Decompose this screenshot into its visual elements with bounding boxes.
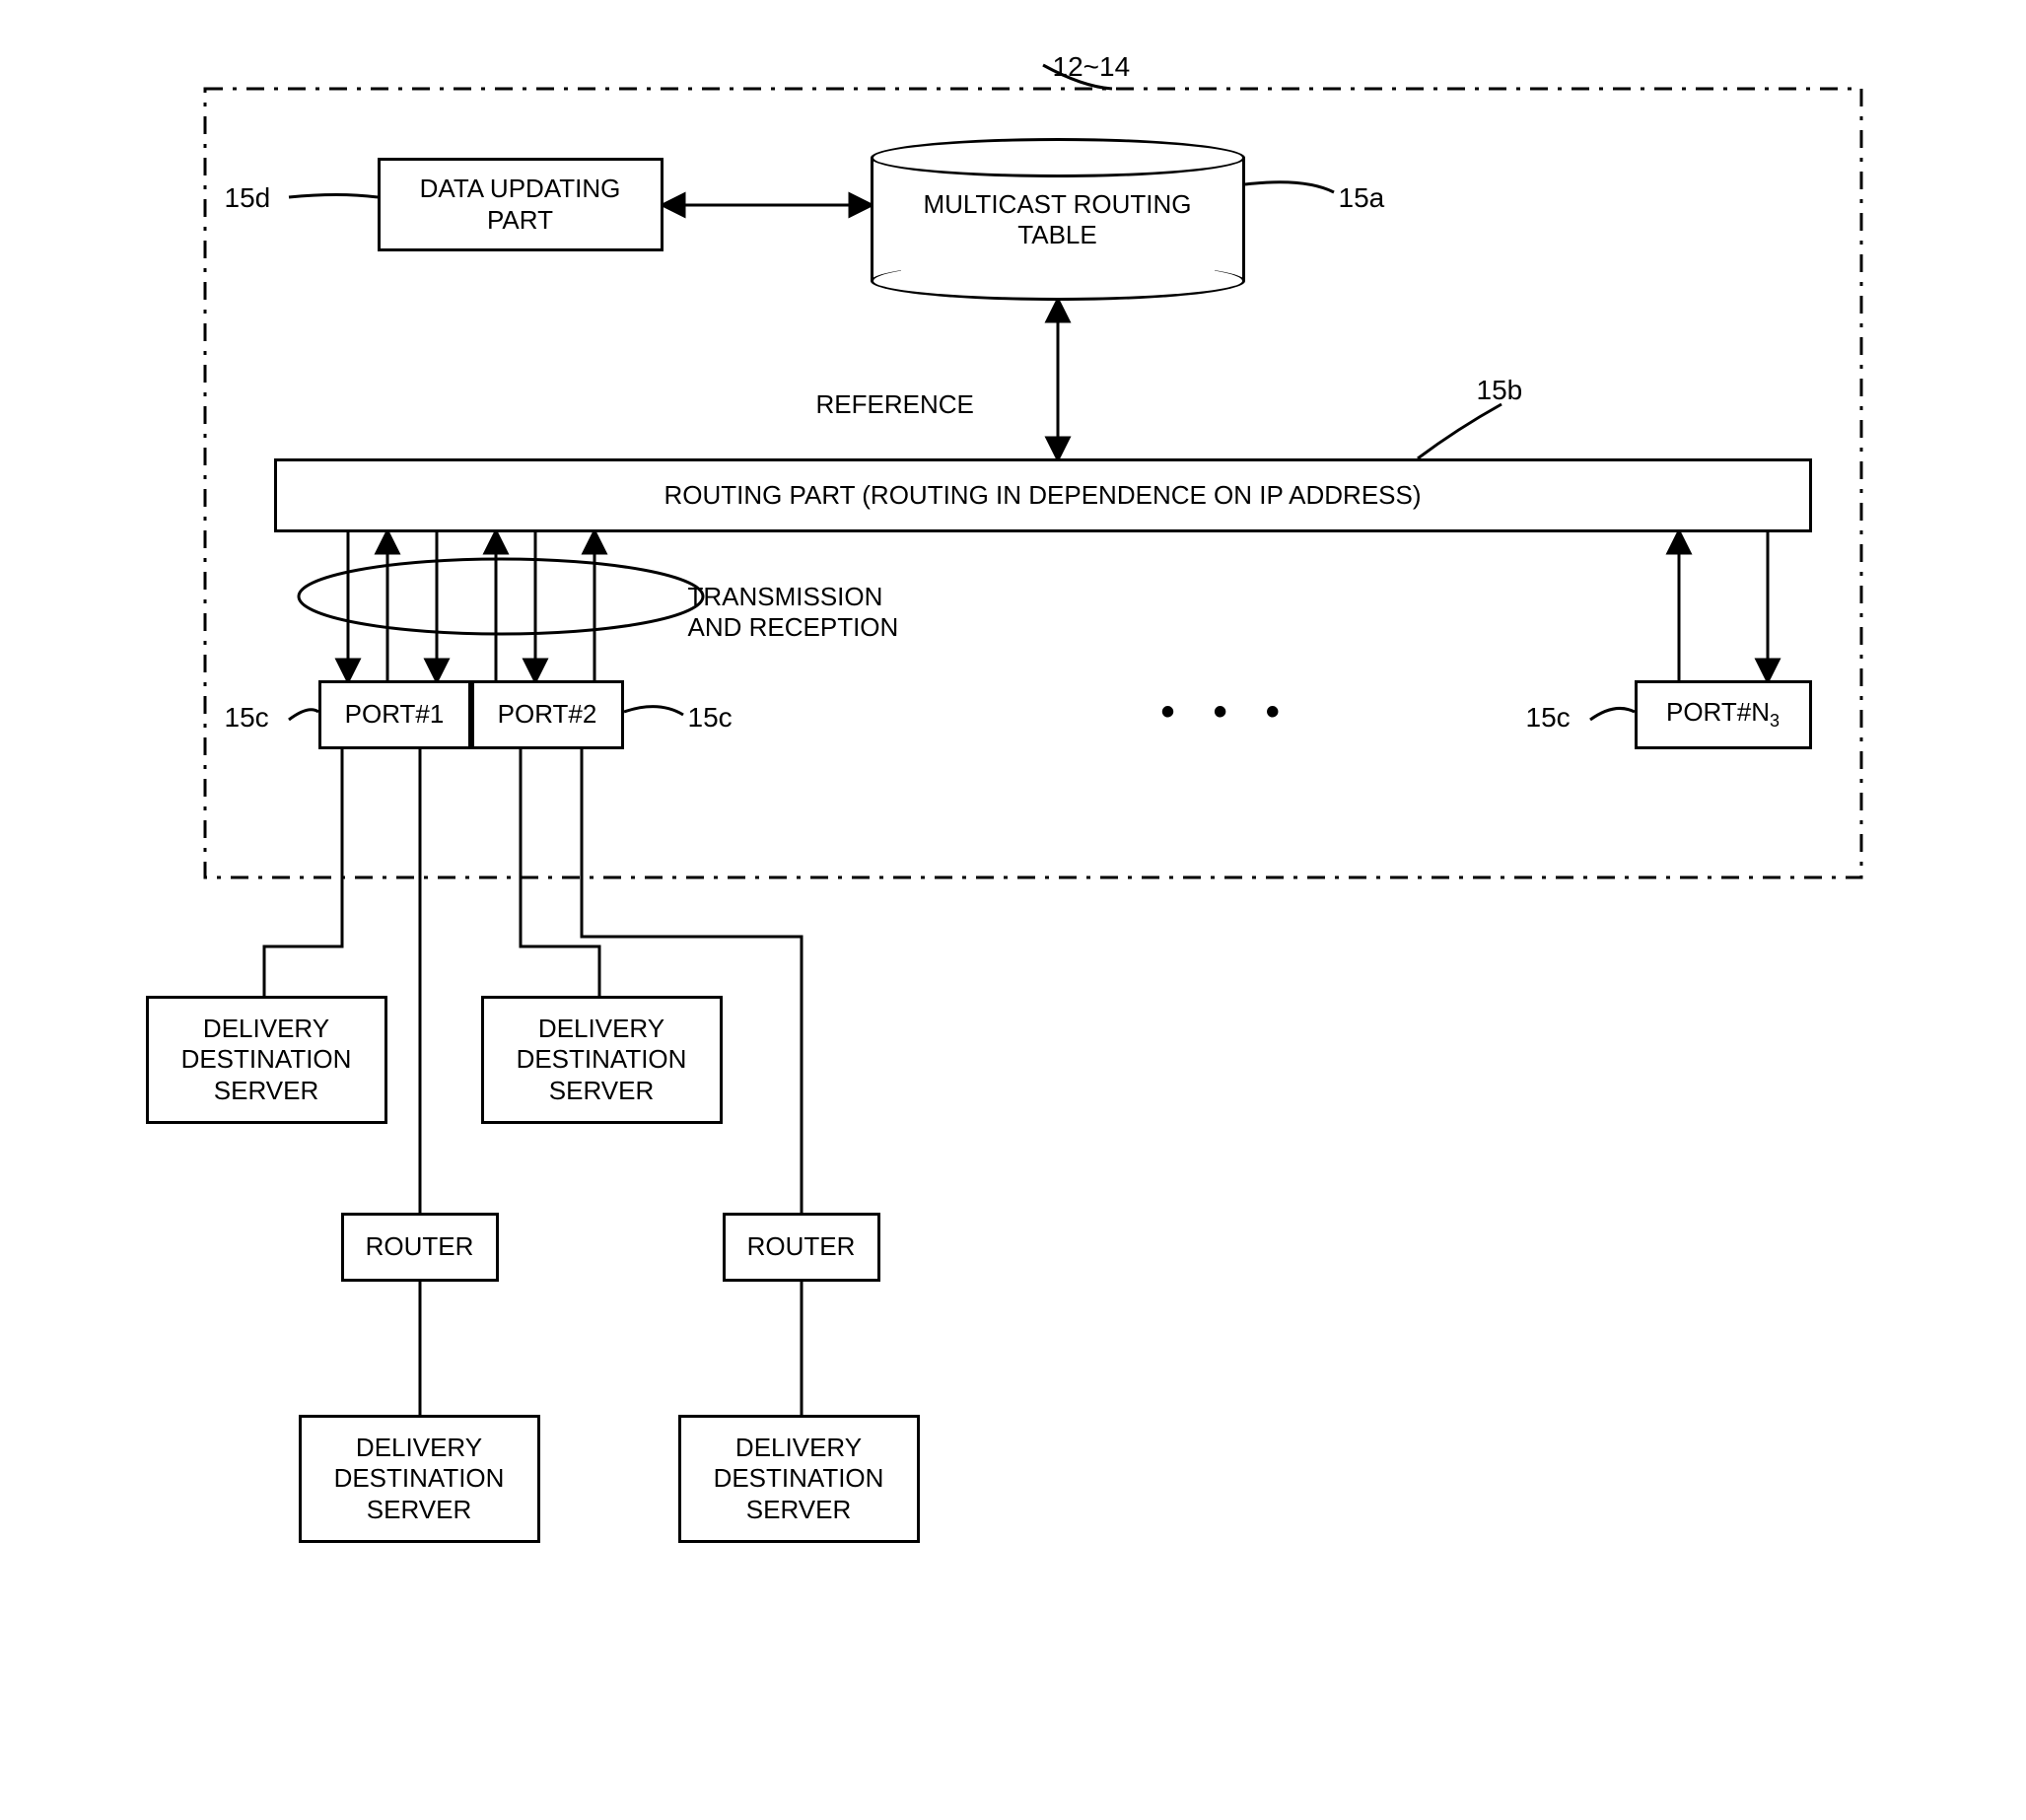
port-1-label: PORT#1: [345, 699, 445, 730]
router-2-box: ROUTER: [723, 1213, 880, 1282]
routing-part-label: ROUTING PART (ROUTING IN DEPENDENCE ON I…: [664, 480, 1421, 511]
delivery-destination-server-4-box: DELIVERYDESTINATIONSERVER: [678, 1415, 920, 1543]
multicast-routing-table-label: MULTICAST ROUTINGTABLE: [871, 189, 1245, 250]
port-1-box: PORT#1: [318, 680, 471, 749]
transmission-reception-label: TRANSMISSIONAND RECEPTION: [688, 582, 899, 643]
diagram-root: DATA UPDATINGPART MULTICAST ROUTINGTABLE…: [126, 39, 1901, 1715]
delivery-destination-server-3-label: DELIVERYDESTINATIONSERVER: [334, 1433, 505, 1525]
delivery-destination-server-4-label: DELIVERYDESTINATIONSERVER: [714, 1433, 884, 1525]
ref-15a-label: 15a: [1339, 182, 1385, 214]
ref-15c-2-label: 15c: [688, 702, 733, 734]
router-1-box: ROUTER: [341, 1213, 499, 1282]
routing-part-box: ROUTING PART (ROUTING IN DEPENDENCE ON I…: [274, 458, 1812, 532]
delivery-destination-server-2-box: DELIVERYDESTINATIONSERVER: [481, 996, 723, 1124]
port-n-label: PORT#N3: [1666, 697, 1780, 733]
ellipsis-label: • • •: [1161, 690, 1293, 735]
port-2-label: PORT#2: [498, 699, 597, 730]
delivery-destination-server-1-label: DELIVERYDESTINATIONSERVER: [181, 1014, 352, 1106]
delivery-destination-server-3-box: DELIVERYDESTINATIONSERVER: [299, 1415, 540, 1543]
port-2-box: PORT#2: [471, 680, 624, 749]
multicast-routing-table-cylinder: MULTICAST ROUTINGTABLE: [871, 138, 1245, 301]
data-updating-part-label: DATA UPDATINGPART: [420, 174, 621, 235]
dashbox-id-label: 12~14: [1053, 51, 1131, 83]
ref-15d-label: 15d: [225, 182, 271, 214]
router-1-label: ROUTER: [366, 1231, 474, 1262]
port-n-box: PORT#N3: [1635, 680, 1812, 749]
ref-15b-label: 15b: [1477, 375, 1523, 406]
ref-15c-1-label: 15c: [225, 702, 269, 734]
router-2-label: ROUTER: [747, 1231, 856, 1262]
data-updating-part-box: DATA UPDATINGPART: [378, 158, 664, 251]
ref-15c-3-label: 15c: [1526, 702, 1571, 734]
reference-label: REFERENCE: [816, 389, 974, 420]
delivery-destination-server-1-box: DELIVERYDESTINATIONSERVER: [146, 996, 387, 1124]
delivery-destination-server-2-label: DELIVERYDESTINATIONSERVER: [517, 1014, 687, 1106]
